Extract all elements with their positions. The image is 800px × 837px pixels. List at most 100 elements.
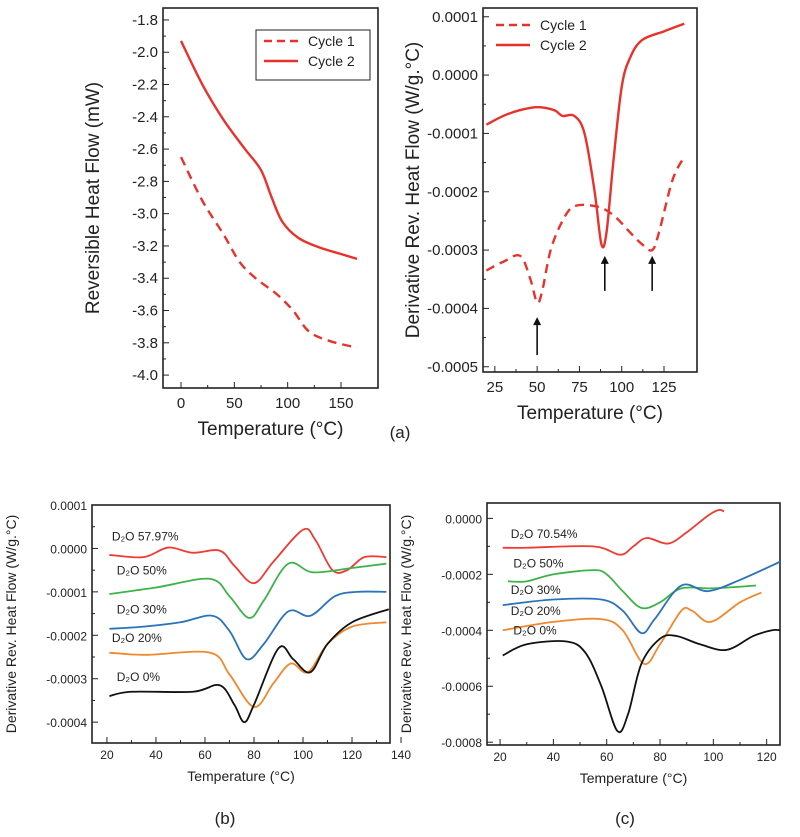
y-tick-label: -0.0004 [441,624,482,638]
series-line-4 [502,628,781,733]
y-tick-label: -3.8 [132,335,158,352]
x-tick-label: 75 [571,379,588,396]
arrow-head-icon [533,317,542,326]
arrow-head-icon [648,255,657,264]
y-tick-label: -1.8 [132,12,158,29]
y-tick-label: -3.0 [132,206,158,223]
series-line-0 [485,156,686,305]
chart-b: 20 40 60 80 100 120 140 0.0001 0.0000 -0.0001 -0.0… [3,499,411,784]
chart-a-left: 0 50 100 150 -1.8 -2.0 -2.2 -2.4 -2.6 -2.8 -3.0 -3.… [83,7,379,440]
y-tick-label: -2.8 [132,173,158,190]
x-tick-label: 100 [275,395,300,412]
y-tick-label: -0.0001 [427,125,478,142]
legend-label: Cycle 1 [540,17,587,33]
y-tick-label: -0.0008 [441,736,482,750]
y-tick-label: -0.0003 [46,673,87,687]
y-tick-label: -0.0004 [427,300,478,317]
y-tick-label: -3.2 [132,238,158,255]
y-tick-label: -0.0003 [427,242,478,259]
series-label: D₂O 70.54% [511,527,578,541]
series-label: D₂O 50% [513,556,563,570]
y-tick-label: 0.0000 [432,67,478,84]
legend-label: Cycle 2 [308,53,355,69]
x-tick-label: 80 [653,750,667,764]
y-axis-label: Reversible Heat Flow (mW) [83,82,104,314]
x-axis-label: Temperature (°C) [580,770,688,786]
chart-c: 20 40 60 80 100 120 0.0000 -0.0002 -0.0004 -0.000… [398,502,781,786]
x-axis-label: Temperature (°C) [198,419,344,440]
panel-label-c: (c) [615,809,635,828]
x-tick-label: 120 [342,748,362,762]
series-label: D₂O 0% [117,670,161,684]
series-label: D₂O 30% [511,583,561,597]
series-label: D₂O 20% [112,631,162,645]
x-axis-label: Temperature (°C) [517,403,663,424]
y-tick-label: -0.0004 [46,716,87,730]
y-tick-label: -0.0005 [427,359,478,376]
x-tick-label: 120 [757,750,777,764]
arrow-head-icon [600,255,609,264]
x-tick-label: 50 [529,379,546,396]
y-tick-label: 0.0000 [445,512,482,526]
y-tick-label: -0.0006 [441,680,482,694]
x-tick-label: 20 [100,748,114,762]
y-tick-label: -4.0 [132,367,158,384]
chart-a-right: 25 50 75 100 125 0.0001 0.0000 -0.0001 -0.0002 -0… [403,7,698,424]
x-tick-label: 40 [547,750,561,764]
y-tick-label: -2.0 [132,44,158,61]
plot-frame [91,504,391,744]
series-line-0 [179,156,358,349]
y-tick-label: -3.4 [132,270,158,287]
x-tick-label: 25 [486,379,503,396]
y-axis-label: Derivative Rev. Heat Flow (W/g.°C) [398,515,414,734]
x-tick-label: 60 [600,750,614,764]
series-line-1 [508,569,757,610]
panel-label-a: (a) [390,423,411,442]
x-tick-label: 125 [651,379,676,396]
series-line-4 [109,608,390,724]
y-tick-label: 0.0001 [50,499,87,513]
x-axis-label: Temperature (°C) [187,768,295,784]
series-label: D₂O 57.97% [112,530,179,544]
legend-label: Cycle 2 [540,37,587,53]
x-tick-label: 100 [703,750,723,764]
series-line-3 [502,591,762,665]
y-tick-label: -0.0002 [427,184,478,201]
series-line-2 [502,560,781,635]
x-tick-label: 150 [328,395,353,412]
legend-label: Cycle 1 [308,33,355,49]
series-line-0 [109,527,387,585]
series-line-1 [109,561,387,619]
series-label: D₂O 50% [117,563,167,577]
y-tick-label: -2.2 [132,77,158,94]
x-tick-label: 100 [609,379,634,396]
series-line-2 [109,590,387,661]
series-line-0 [502,508,725,556]
y-axis-label: Derivative Rev. Heat Flow (W/g.°C) [403,42,424,339]
x-tick-label: 50 [226,395,243,412]
y-tick-label: -0.0002 [441,568,482,582]
x-tick-label: 0 [177,395,185,412]
y-tick-label: -0.0001 [46,586,87,600]
x-tick-label: 20 [493,750,507,764]
plot-frame [482,7,698,373]
y-tick-label: -3.6 [132,303,158,320]
series-label: D₂O 0% [513,623,557,637]
x-tick-label: 80 [247,748,261,762]
legend-box [255,29,371,81]
panel-label-b: (b) [215,809,236,828]
y-tick-label: 0.0000 [50,542,87,556]
y-tick-label: -2.4 [132,109,158,126]
y-tick-label: -2.6 [132,141,158,158]
y-tick-label: -0.0002 [46,629,87,643]
series-line-1 [485,22,685,249]
x-tick-label: 40 [149,748,163,762]
series-label: D₂O 30% [117,603,167,617]
series-line-1 [179,40,358,261]
x-tick-label: 140 [391,748,411,762]
x-tick-label: 100 [293,748,313,762]
y-tick-label: 0.0001 [432,9,478,26]
y-axis-label: Derivative Rev. Heat Flow (W/g.°C) [3,515,19,734]
series-label: D₂O 20% [511,604,561,618]
